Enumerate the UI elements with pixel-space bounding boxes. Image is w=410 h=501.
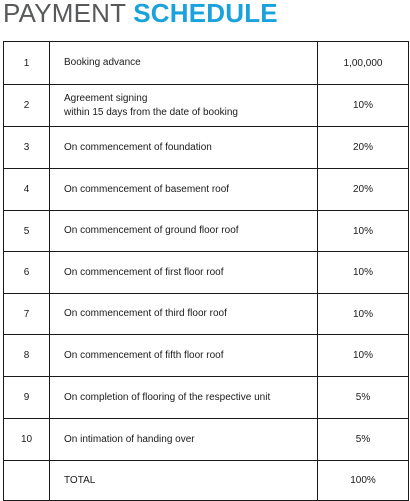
row-description-text: On commencement of ground floor roof [64, 225, 239, 236]
total-amount: 100% [317, 460, 409, 501]
row-description-text: On commencement of third floor roof [64, 308, 227, 319]
row-amount: 10% [317, 251, 409, 294]
table-row: 4 On commencement of basement roof 20% [3, 168, 409, 211]
row-description: TOTAL [49, 460, 318, 501]
row-number: 3 [3, 126, 50, 169]
row-number: 5 [3, 210, 50, 252]
table-row: 6 On commencement of first floor roof 10… [3, 251, 409, 294]
table-row: 8 On commencement of fifth floor roof 10… [3, 334, 409, 377]
row-number: 7 [3, 293, 50, 335]
table-row: 1 Booking advance 1,00,000 [3, 41, 409, 85]
row-number: 1 [3, 41, 50, 85]
table-row: 7 On commencement of third floor roof 10… [3, 293, 409, 335]
row-description-text: On commencement of first floor roof [64, 266, 224, 278]
row-description-text: On commencement of fifth floor roof [64, 349, 224, 361]
row-number [3, 460, 50, 501]
table-row: 2 Agreement signing within 15 days from t… [3, 84, 409, 127]
row-description: On commencement of foundation [49, 126, 318, 169]
row-description-text: On commencement of basement roof [64, 183, 230, 195]
total-label: TOTAL [64, 474, 96, 486]
row-description-text: On completion of flooring of the respect… [64, 391, 271, 403]
row-amount: 20% [317, 168, 409, 211]
row-description-text: On commencement of foundation [64, 141, 212, 153]
row-description: Booking advance [49, 41, 318, 85]
table-row: 9 On completion of flooring of the respe… [3, 376, 409, 419]
row-amount: 20% [317, 126, 409, 169]
row-description: On commencement of fifth floor roof [49, 334, 318, 377]
row-number: 4 [3, 168, 50, 211]
row-description: Agreement signing within 15 days from the… [49, 84, 318, 127]
row-number: 10 [3, 418, 50, 461]
row-description: On commencement of basement roof [49, 168, 318, 211]
row-amount: 10% [317, 293, 409, 335]
row-description-subtext: within 15 days from the date of booking [64, 106, 238, 118]
row-description: On commencement of first floor roof [49, 251, 318, 294]
row-description: On intimation of handing over [49, 418, 318, 461]
row-description-text: Booking advance [64, 57, 141, 68]
table-row: 3 On commencement of foundation 20% [3, 126, 409, 169]
row-amount: 5% [317, 376, 409, 419]
row-number: 8 [3, 334, 50, 377]
row-description: On completion of flooring of the respect… [49, 376, 318, 419]
row-description-text: Agreement signing [64, 92, 148, 104]
table-row-total: TOTAL 100% [3, 460, 409, 501]
row-amount: 10% [317, 334, 409, 377]
row-amount: 10% [317, 84, 409, 127]
row-description: On commencement of ground floor roof [49, 210, 318, 252]
title-light-word: PAYMENT [3, 0, 126, 28]
payment-schedule-table: 1 Booking advance 1,00,000 2 Agreement s… [3, 41, 409, 501]
row-description: On commencement of third floor roof [49, 293, 318, 335]
row-number: 6 [3, 251, 50, 294]
row-number: 2 [3, 84, 50, 127]
row-description-text: On intimation of handing over [64, 433, 195, 445]
table-row: 10 On intimation of handing over 5% [3, 418, 409, 461]
row-amount: 1,00,000 [317, 41, 409, 85]
table-row: 5 On commencement of ground floor roof 1… [3, 210, 409, 252]
page-title: PAYMENT SCHEDULE [3, 0, 278, 29]
row-amount: 10% [317, 210, 409, 252]
row-amount: 5% [317, 418, 409, 461]
row-number: 9 [3, 376, 50, 419]
title-bold-word: SCHEDULE [133, 0, 278, 28]
